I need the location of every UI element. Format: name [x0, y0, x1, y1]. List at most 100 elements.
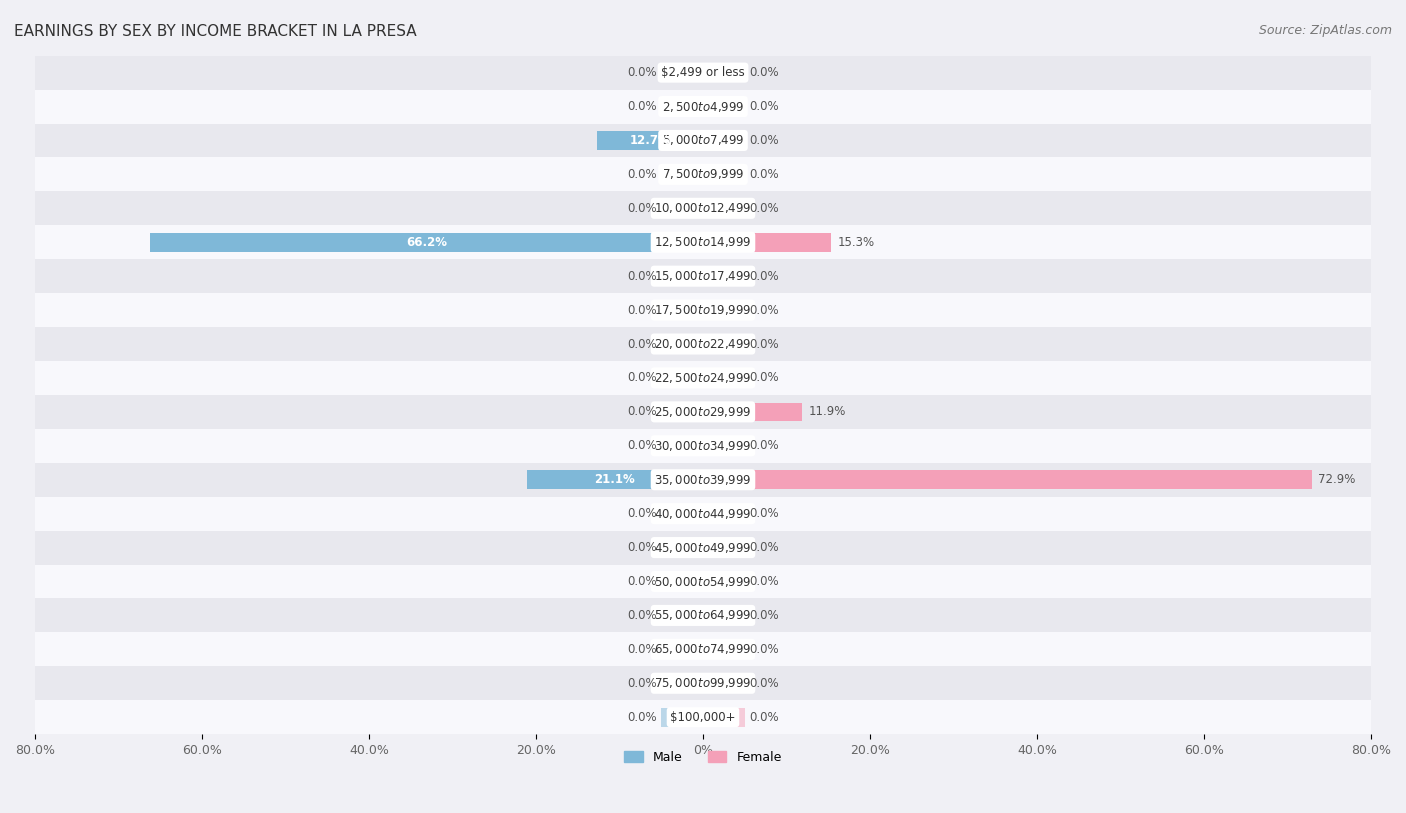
- Bar: [661, 165, 703, 184]
- Bar: [703, 538, 745, 557]
- Text: 0.0%: 0.0%: [749, 372, 779, 385]
- Text: 0.0%: 0.0%: [627, 541, 657, 554]
- Text: 0.0%: 0.0%: [749, 541, 779, 554]
- Bar: [703, 267, 745, 285]
- Text: $45,000 to $49,999: $45,000 to $49,999: [654, 541, 752, 554]
- Legend: Male, Female: Male, Female: [619, 746, 787, 768]
- Text: 0.0%: 0.0%: [749, 168, 779, 180]
- Bar: [35, 598, 1371, 633]
- Text: $75,000 to $99,999: $75,000 to $99,999: [654, 676, 752, 690]
- Text: 0.0%: 0.0%: [749, 609, 779, 622]
- Bar: [661, 267, 703, 285]
- Bar: [661, 572, 703, 591]
- Text: $12,500 to $14,999: $12,500 to $14,999: [654, 235, 752, 250]
- Bar: [35, 564, 1371, 598]
- Text: $35,000 to $39,999: $35,000 to $39,999: [654, 472, 752, 487]
- Text: $22,500 to $24,999: $22,500 to $24,999: [654, 371, 752, 385]
- Bar: [703, 199, 745, 218]
- Text: $50,000 to $54,999: $50,000 to $54,999: [654, 575, 752, 589]
- Bar: [703, 437, 745, 455]
- Bar: [703, 131, 745, 150]
- Bar: [35, 700, 1371, 734]
- Bar: [35, 293, 1371, 327]
- Text: 0.0%: 0.0%: [749, 202, 779, 215]
- Text: 0.0%: 0.0%: [749, 337, 779, 350]
- Bar: [35, 463, 1371, 497]
- Bar: [703, 674, 745, 693]
- Bar: [35, 89, 1371, 124]
- Text: 66.2%: 66.2%: [406, 236, 447, 249]
- Text: $30,000 to $34,999: $30,000 to $34,999: [654, 439, 752, 453]
- Bar: [35, 531, 1371, 564]
- Bar: [703, 335, 745, 354]
- Bar: [661, 437, 703, 455]
- Text: 11.9%: 11.9%: [808, 406, 846, 419]
- Bar: [661, 98, 703, 116]
- Text: 0.0%: 0.0%: [627, 711, 657, 724]
- Bar: [35, 55, 1371, 89]
- Bar: [703, 708, 745, 727]
- Bar: [703, 98, 745, 116]
- Text: $15,000 to $17,499: $15,000 to $17,499: [654, 269, 752, 283]
- Text: 0.0%: 0.0%: [627, 100, 657, 113]
- Bar: [35, 124, 1371, 158]
- Text: 0.0%: 0.0%: [749, 507, 779, 520]
- Bar: [661, 538, 703, 557]
- Text: $10,000 to $12,499: $10,000 to $12,499: [654, 202, 752, 215]
- Text: 0.0%: 0.0%: [627, 676, 657, 689]
- Bar: [703, 165, 745, 184]
- Text: 0.0%: 0.0%: [749, 676, 779, 689]
- Text: $2,499 or less: $2,499 or less: [661, 66, 745, 79]
- Text: 12.7%: 12.7%: [630, 134, 671, 147]
- Bar: [35, 667, 1371, 700]
- Text: 21.1%: 21.1%: [595, 473, 636, 486]
- Text: $25,000 to $29,999: $25,000 to $29,999: [654, 405, 752, 419]
- Bar: [661, 402, 703, 421]
- Bar: [661, 640, 703, 659]
- Bar: [661, 708, 703, 727]
- Bar: [661, 674, 703, 693]
- Text: 0.0%: 0.0%: [627, 303, 657, 316]
- Text: $100,000+: $100,000+: [671, 711, 735, 724]
- Bar: [661, 63, 703, 82]
- Text: 0.0%: 0.0%: [749, 575, 779, 588]
- Bar: [703, 504, 745, 523]
- Bar: [35, 361, 1371, 395]
- Text: 15.3%: 15.3%: [838, 236, 875, 249]
- Text: 0.0%: 0.0%: [749, 643, 779, 656]
- Text: 0.0%: 0.0%: [749, 711, 779, 724]
- Text: 0.0%: 0.0%: [749, 303, 779, 316]
- Text: 0.0%: 0.0%: [627, 575, 657, 588]
- Text: 0.0%: 0.0%: [627, 439, 657, 452]
- Text: $7,500 to $9,999: $7,500 to $9,999: [662, 167, 744, 181]
- Bar: [703, 572, 745, 591]
- Text: $40,000 to $44,999: $40,000 to $44,999: [654, 506, 752, 520]
- Bar: [150, 233, 703, 251]
- Bar: [35, 158, 1371, 191]
- Bar: [703, 471, 1312, 489]
- Text: 0.0%: 0.0%: [627, 66, 657, 79]
- Text: $55,000 to $64,999: $55,000 to $64,999: [654, 608, 752, 623]
- Text: 0.0%: 0.0%: [627, 507, 657, 520]
- Text: 0.0%: 0.0%: [627, 406, 657, 419]
- Bar: [527, 471, 703, 489]
- Bar: [35, 428, 1371, 463]
- Bar: [35, 395, 1371, 428]
- Text: 0.0%: 0.0%: [627, 372, 657, 385]
- Text: $20,000 to $22,499: $20,000 to $22,499: [654, 337, 752, 351]
- Bar: [703, 233, 831, 251]
- Text: 0.0%: 0.0%: [627, 643, 657, 656]
- Text: 0.0%: 0.0%: [627, 337, 657, 350]
- Bar: [703, 606, 745, 624]
- Bar: [35, 327, 1371, 361]
- Bar: [703, 640, 745, 659]
- Text: $65,000 to $74,999: $65,000 to $74,999: [654, 642, 752, 656]
- Bar: [598, 131, 703, 150]
- Text: 72.9%: 72.9%: [1319, 473, 1355, 486]
- Bar: [703, 301, 745, 320]
- Text: $17,500 to $19,999: $17,500 to $19,999: [654, 303, 752, 317]
- Bar: [35, 259, 1371, 293]
- Bar: [35, 497, 1371, 531]
- Text: $2,500 to $4,999: $2,500 to $4,999: [662, 99, 744, 114]
- Bar: [661, 199, 703, 218]
